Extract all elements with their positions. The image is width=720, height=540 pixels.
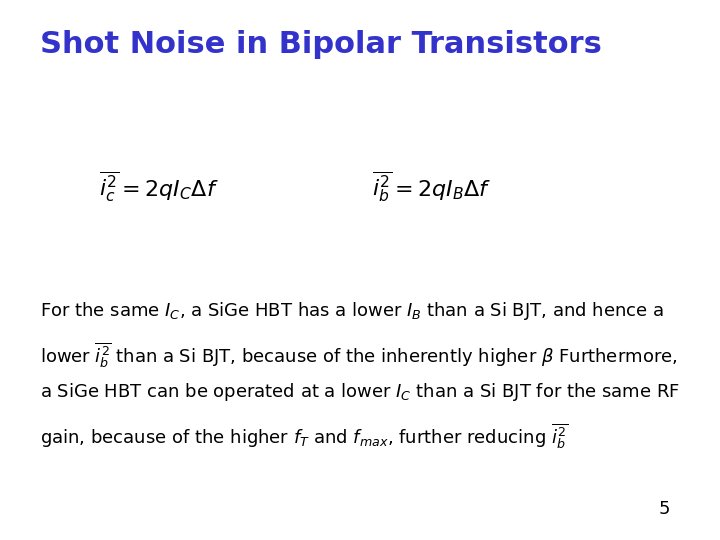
Text: lower $\overline{i_b^{2}}$ than a Si BJT, because of the inherently higher $\bet: lower $\overline{i_b^{2}}$ than a Si BJT… xyxy=(40,340,677,369)
Text: $\overline{i_c^{2}} = 2qI_C\Delta f$: $\overline{i_c^{2}} = 2qI_C\Delta f$ xyxy=(99,169,218,204)
Text: a SiGe HBT can be operated at a lower $I_C$ than a Si BJT for the same RF: a SiGe HBT can be operated at a lower $I… xyxy=(40,381,680,403)
Text: Shot Noise in Bipolar Transistors: Shot Noise in Bipolar Transistors xyxy=(40,30,601,59)
Text: $\overline{i_b^{2}} = 2qI_B\Delta f$: $\overline{i_b^{2}} = 2qI_B\Delta f$ xyxy=(372,169,492,204)
Text: gain, because of the higher $f_T$ and $f_{max}$, further reducing $\overline{i_b: gain, because of the higher $f_T$ and $f… xyxy=(40,421,568,450)
Text: For the same $I_C$, a SiGe HBT has a lower $I_B$ than a Si BJT, and hence a: For the same $I_C$, a SiGe HBT has a low… xyxy=(40,300,663,322)
Text: 5: 5 xyxy=(658,501,670,518)
